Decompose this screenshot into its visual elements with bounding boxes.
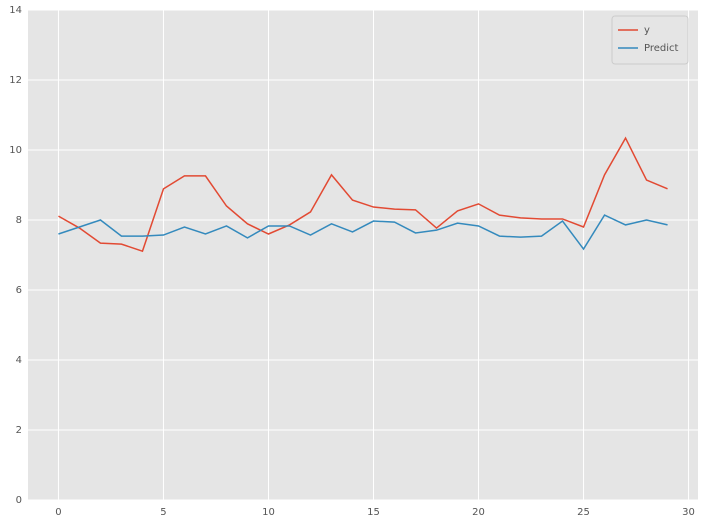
legend-label: Predict <box>644 43 679 54</box>
x-tick-label: 30 <box>682 507 695 518</box>
y-tick-label: 8 <box>16 215 22 226</box>
plot-area <box>28 10 698 500</box>
y-tick-label: 2 <box>16 425 22 436</box>
y-tick-label: 12 <box>9 75 22 86</box>
legend-label: y <box>644 25 650 36</box>
x-tick-label: 15 <box>367 507 380 518</box>
y-tick-label: 14 <box>9 5 22 16</box>
x-tick-label: 5 <box>160 507 166 518</box>
y-tick-label: 4 <box>16 355 22 366</box>
series-line <box>58 214 668 251</box>
legend: y Predict <box>611 15 689 65</box>
series-line <box>58 136 668 253</box>
x-tick-label: 0 <box>55 507 61 518</box>
y-tick-label: 0 <box>16 495 22 506</box>
y-tick-label: 10 <box>9 145 22 156</box>
legend-box <box>611 15 689 65</box>
x-tick-label: 20 <box>472 507 485 518</box>
y-tick-label: 6 <box>16 285 22 296</box>
x-tick-label: 25 <box>577 507 590 518</box>
x-tick-label: 10 <box>262 507 275 518</box>
